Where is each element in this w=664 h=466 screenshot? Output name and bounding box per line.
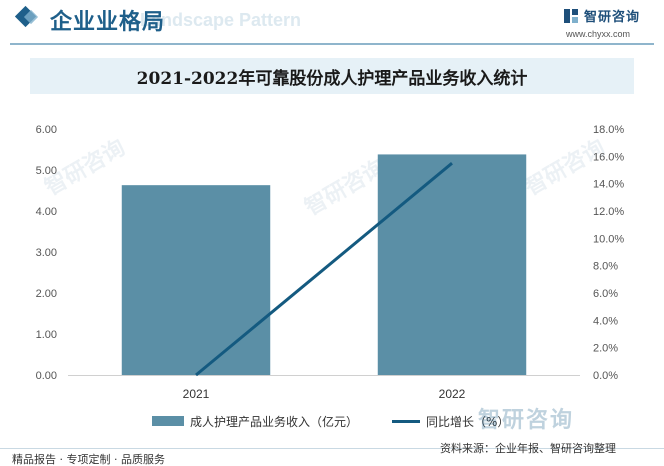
section-title-background: Landscape Pattern xyxy=(140,10,302,30)
y-right-tick-label: 8.0% xyxy=(593,261,618,273)
chart-title-band xyxy=(30,58,634,94)
y-right-tick-label: 0.0% xyxy=(593,370,618,382)
brand-website: www.chyxx.com xyxy=(566,29,631,39)
y-left-tick-label: 6.00 xyxy=(36,124,57,136)
y-right-tick-label: 16.0% xyxy=(593,151,624,163)
section-title: 企业业格局 xyxy=(50,10,166,35)
y-right-tick-label: 18.0% xyxy=(593,124,624,136)
y-left-tick-label: 4.00 xyxy=(36,206,57,218)
y-left-axis: 0.00 1.00 2.00 3.00 4.00 5.00 6.00 xyxy=(36,124,57,382)
y-right-tick-label: 6.0% xyxy=(593,288,618,300)
y-right-tick-label: 14.0% xyxy=(593,179,624,191)
legend-line-label: 同比增长（%） xyxy=(426,414,510,429)
legend-line-swatch xyxy=(392,419,420,423)
chart-title: 2021-2022年可靠股份成人护理产品业务收入统计 xyxy=(136,69,528,89)
y-left-tick-label: 0.00 xyxy=(36,370,57,382)
footer-tagline: 精品报告 · 专项定制 · 品质服务 xyxy=(12,453,165,466)
legend-bar-label: 成人护理产品业务收入（亿元） xyxy=(190,414,359,429)
y-left-tick-label: 1.00 xyxy=(36,329,57,341)
line-series xyxy=(195,162,453,377)
x-tick-label: 2022 xyxy=(439,387,466,401)
footer-divider xyxy=(0,448,664,449)
data-source: 资料来源：企业年报、智研咨询整理 xyxy=(440,442,616,455)
y-right-tick-label: 2.0% xyxy=(593,343,618,355)
brand-logo-icon xyxy=(564,9,578,23)
x-axis: 2021 2022 xyxy=(183,387,466,401)
y-left-tick-label: 5.00 xyxy=(36,165,57,177)
y-left-tick-label: 2.00 xyxy=(36,288,57,300)
bar-2022 xyxy=(377,154,527,375)
bar-series xyxy=(121,154,527,375)
y-right-tick-label: 4.0% xyxy=(593,315,618,327)
watermark-bottom: 智研咨询 xyxy=(478,408,575,433)
page-header: Landscape Pattern 企业业格局 智研咨询 www.chyxx.c… xyxy=(0,0,664,45)
chart-legend: 成人护理产品业务收入（亿元） 同比增长（%） xyxy=(0,410,664,432)
y-right-tick-label: 10.0% xyxy=(593,233,624,245)
y-right-tick-label: 12.0% xyxy=(593,206,624,218)
header-divider xyxy=(10,43,654,45)
legend-item-bar: 成人护理产品业务收入（亿元） xyxy=(152,410,358,432)
x-tick-label: 2021 xyxy=(183,387,210,401)
bar-2021 xyxy=(121,185,271,375)
y-right-axis: 0.0% 2.0% 4.0% 6.0% 8.0% 10.0% 12.0% 14.0% 16.0%… xyxy=(593,124,624,382)
legend-item-line: 同比增长（%） xyxy=(392,410,509,432)
y-left-tick-label: 3.00 xyxy=(36,247,57,259)
growth-line xyxy=(195,162,453,377)
legend-bar-swatch xyxy=(152,416,184,426)
brand-name: 智研咨询 xyxy=(584,10,641,25)
